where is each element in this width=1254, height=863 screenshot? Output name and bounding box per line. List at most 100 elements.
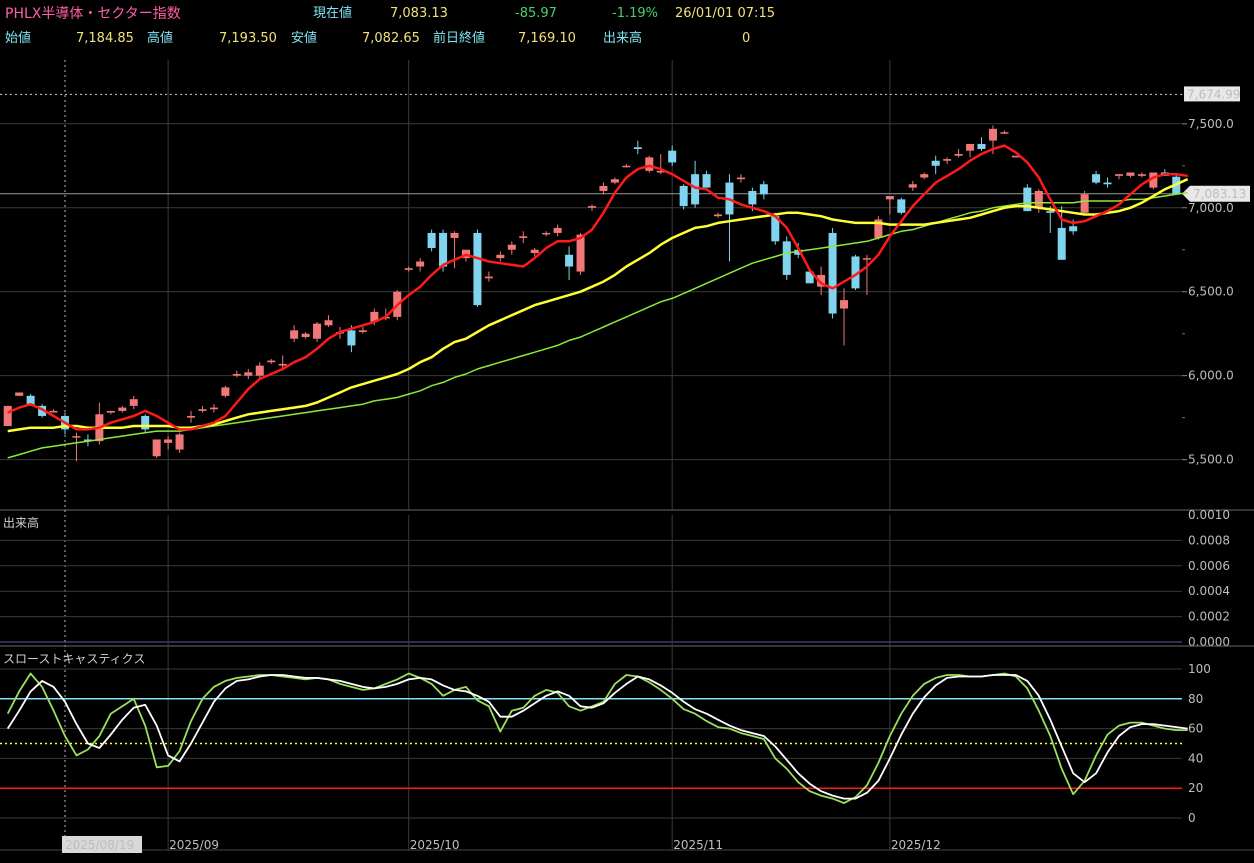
- x-tick-label: 2025/10: [410, 838, 460, 852]
- candle-body: [1069, 226, 1078, 232]
- candle-body: [931, 160, 940, 166]
- candle-body: [1149, 172, 1158, 188]
- candle-body: [1057, 227, 1066, 260]
- candle-body: [83, 439, 92, 442]
- prev-close-label: 前日終値: [433, 31, 486, 46]
- stoch-d-line: [6, 674, 1188, 800]
- candle-body: [473, 232, 482, 306]
- price-tick-label: 5,500.0: [1188, 453, 1234, 467]
- candle-body: [198, 409, 207, 411]
- candle-body: [897, 199, 906, 213]
- candle-body: [553, 227, 562, 233]
- candle-body: [966, 143, 975, 151]
- current-price-label: 現在値: [313, 6, 353, 21]
- x-tick-label: 2025/11: [673, 838, 723, 852]
- last-price-box: [1182, 185, 1250, 202]
- candle-body: [106, 410, 115, 413]
- candle-body: [954, 154, 963, 156]
- candle-body: [3, 405, 12, 427]
- volume-value: 0: [742, 31, 751, 46]
- candle-body: [278, 363, 287, 366]
- candle-body: [141, 415, 150, 430]
- candle-body: [129, 399, 138, 406]
- candle-body: [679, 185, 688, 207]
- high-value: 7,193.50: [219, 31, 277, 46]
- candle-body: [187, 415, 196, 418]
- candle-body: [702, 174, 711, 188]
- candle-body: [805, 271, 814, 284]
- price-tick-label: 7,000.0: [1188, 201, 1234, 215]
- candle-body: [301, 333, 310, 338]
- candle-body: [759, 184, 768, 195]
- ma5-line: [7, 144, 1188, 431]
- candle-body: [1092, 174, 1101, 183]
- open-label: 始値: [5, 31, 32, 46]
- candle-body: [828, 232, 837, 314]
- high-marker-label: 7,674.99: [1187, 87, 1240, 101]
- price-change-pct: -1.19%: [612, 6, 658, 21]
- candle-body: [599, 185, 608, 191]
- candle-body: [885, 196, 894, 200]
- candle-body: [748, 190, 757, 205]
- price-pane[interactable]: 5,500.0 6,000.0 6,500.0 7,000.0 7,500.0 7,674…: [0, 60, 1254, 850]
- candle-body: [668, 150, 677, 163]
- volume-tick-label: 0.0008: [1188, 533, 1230, 547]
- candle-body: [26, 395, 35, 406]
- x-tick-label: 2025/12: [891, 838, 941, 852]
- crosshair-date-label: 2025/08/19: [65, 838, 134, 852]
- candle-body: [118, 407, 127, 411]
- candle-body: [840, 300, 849, 309]
- price-tick-label: 6,500.0: [1188, 285, 1234, 299]
- candle-body: [542, 232, 551, 235]
- candle-body: [370, 311, 379, 322]
- candle-body: [1023, 187, 1032, 212]
- candle-body: [1011, 155, 1020, 158]
- candle-body: [439, 232, 448, 267]
- candle-body: [507, 244, 516, 250]
- candle-body: [313, 323, 322, 339]
- candle-body: [862, 258, 871, 260]
- candle-body: [324, 320, 333, 326]
- candle-body: [347, 330, 356, 346]
- low-label: 安値: [291, 31, 318, 46]
- candle-body: [988, 128, 997, 141]
- stoch-tick-label: 40: [1188, 751, 1203, 765]
- candle-body: [1000, 132, 1009, 134]
- candle-body: [72, 436, 81, 438]
- candle-body: [565, 254, 574, 267]
- high-label: 高値: [147, 31, 174, 46]
- candle-body: [587, 206, 597, 208]
- candle-body: [714, 214, 723, 217]
- candle-body: [1080, 194, 1089, 213]
- ma75-line: [7, 191, 1188, 459]
- candle-body: [610, 179, 619, 183]
- candle-body: [15, 392, 24, 396]
- last-price-label: 7,083.13: [1193, 187, 1246, 201]
- stoch-tick-label: 0: [1188, 811, 1196, 825]
- stoch-tick-label: 80: [1188, 692, 1203, 706]
- ma25-line: [7, 178, 1189, 433]
- volume-tick-label: 0.0002: [1188, 610, 1230, 624]
- candle-body: [221, 387, 230, 396]
- candle-body: [622, 165, 631, 168]
- candle-body: [1103, 182, 1112, 185]
- volume-label: 出来高: [603, 31, 643, 46]
- candle-body: [484, 276, 493, 279]
- price-tick-label: 6,000.0: [1188, 369, 1234, 383]
- stoch-tick-label: 60: [1188, 722, 1203, 736]
- candle-body: [290, 330, 299, 339]
- candle-body: [38, 405, 47, 416]
- candle-body: [817, 274, 826, 287]
- candle-body: [576, 234, 585, 272]
- candle-body: [977, 143, 986, 149]
- candle-body: [244, 372, 253, 376]
- candle-body: [404, 268, 413, 270]
- candle-body: [645, 157, 654, 171]
- candle-body: [209, 407, 218, 410]
- volume-tick-label: 0.0010: [1188, 508, 1230, 522]
- candle-body: [358, 330, 367, 333]
- stoch-tick-label: 20: [1188, 781, 1203, 795]
- candle-body: [49, 410, 58, 413]
- volume-tick-label: 0.0004: [1188, 584, 1230, 598]
